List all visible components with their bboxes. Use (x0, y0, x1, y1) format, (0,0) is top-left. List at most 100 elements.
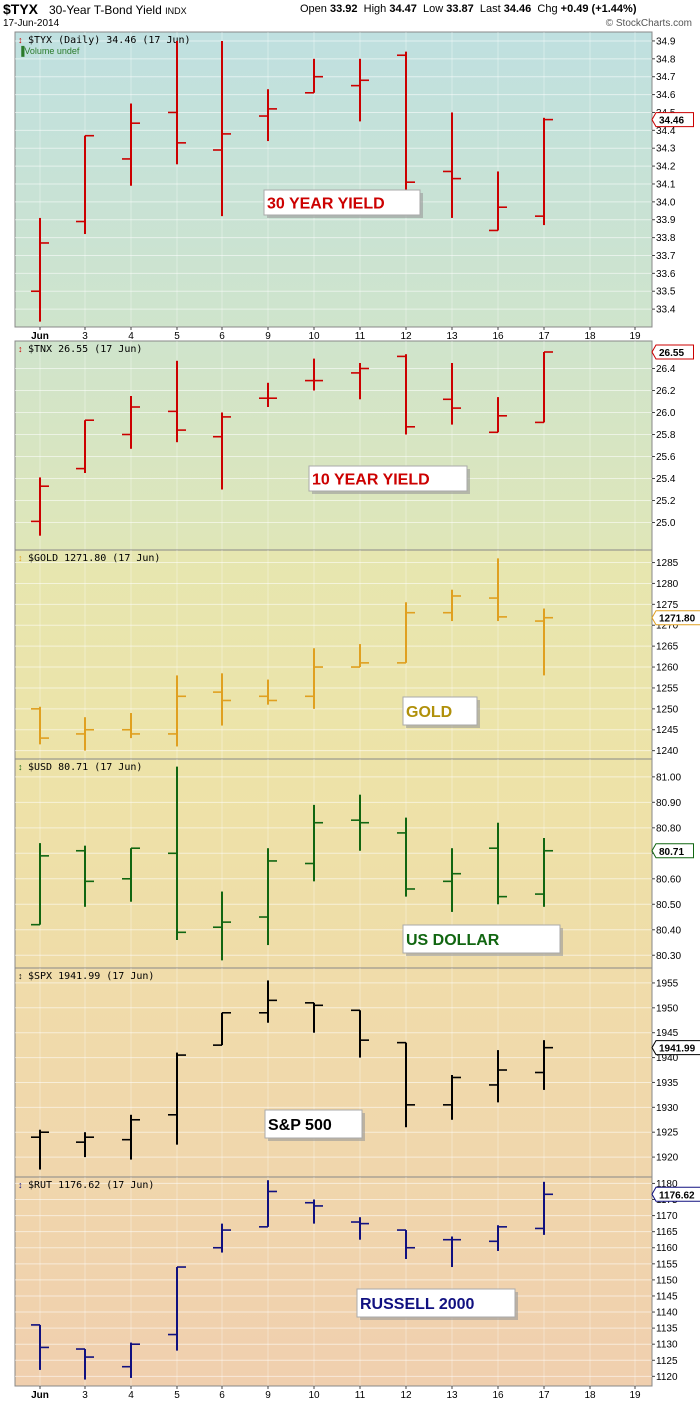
y-tick-label: 34.3 (656, 144, 676, 155)
ohlc-bar (351, 363, 369, 400)
ohlc-bar (351, 1009, 369, 1058)
ohlc-bar (305, 804, 323, 882)
x-tick-label: 6 (219, 1390, 225, 1401)
y-tick-label: 1125 (656, 1356, 678, 1367)
x-axis-top: Jun 3 4 5 6 9 10 11 12 13 16 17 18 19 (31, 327, 641, 342)
y-tick-label: 1945 (656, 1028, 679, 1039)
x-tick-label: 4 (128, 331, 134, 342)
ohlc-bar (76, 419, 94, 473)
ohlc-bar (535, 351, 553, 424)
panel-legend: $USD 80.71 (17 Jun) (28, 762, 142, 773)
ohlc-bar (213, 891, 231, 961)
y-tick-label: 33.7 (656, 251, 676, 262)
last-value-tag: 80.71 (651, 843, 694, 859)
y-tick-label: 1170 (656, 1211, 678, 1222)
annotation-box (264, 1109, 363, 1139)
ohlc-bar (31, 706, 49, 745)
annotation-label: GOLD (406, 704, 452, 721)
x-tick-label: 3 (82, 331, 88, 342)
symbol-title: $TYX (3, 1, 39, 17)
chg-value: +0.49 (+1.44%) (560, 3, 637, 15)
y-tick-label: 80.60 (656, 874, 681, 885)
last-value-tag: 34.46 (651, 112, 694, 128)
ohlc-bar (535, 608, 553, 676)
ohlc-bar (443, 363, 461, 425)
y-tick-label: 25.4 (656, 474, 676, 485)
ohlc-bar (305, 1002, 323, 1033)
y-tick-label: 25.0 (656, 518, 676, 529)
x-tick-label: 3 (82, 1390, 88, 1401)
panel-annotation: 10 YEAR YIELD (308, 465, 470, 494)
x-tick-label: Jun (31, 331, 49, 342)
ohlc-bar (535, 1181, 553, 1235)
last-value-tag: 1941.99 (651, 1040, 700, 1056)
x-tick-label: 6 (219, 331, 225, 342)
y-tick-label: 33.4 (656, 305, 676, 316)
ohlc-bar (31, 843, 49, 926)
ohlc-bar (397, 1041, 415, 1128)
panel-1: 33.4 33.5 33.6 33.7 33.8 33.9 34.0 34.1 34.2 34.3… (14, 31, 694, 328)
y-tick-label: 1250 (656, 704, 679, 715)
x-tick-label: 13 (446, 1390, 458, 1401)
x-tick-label: 4 (128, 1390, 134, 1401)
y-tick-label: 1940 (656, 1053, 679, 1064)
chart-date: 17-Jun-2014 (3, 18, 60, 29)
panel-annotation: RUSSELL 2000 (356, 1288, 518, 1320)
x-tick-label: 5 (174, 331, 180, 342)
annotation-box (308, 465, 468, 492)
y-tick-label: 80.50 (656, 900, 681, 911)
high-value: 34.47 (389, 3, 417, 15)
ohlc-bar (122, 103, 140, 186)
last-value-tag: 1176.62 (651, 1186, 700, 1202)
last-value-label: 1271.80 (659, 614, 696, 625)
ohlc-bar (122, 847, 140, 902)
x-tick-label: 10 (308, 331, 320, 342)
ohlc-bar (351, 644, 369, 668)
high-label: High (363, 3, 387, 15)
ohlc-bar (259, 980, 277, 1023)
panel-3: 1240 1245 1250 1255 1260 1265 1270 1275 1280 1285… (14, 549, 700, 760)
annotation-label: 30 YEAR YIELD (267, 196, 385, 213)
ohlc-bar (259, 89, 277, 142)
x-tick-label: 18 (584, 1390, 596, 1401)
ohlc-bar (489, 397, 507, 434)
last-value-label: 1176.62 (659, 1190, 695, 1201)
y-tick-label: 1930 (656, 1103, 679, 1114)
ohlc-bar (259, 382, 277, 407)
legend-bar-icon: ↕ (18, 553, 23, 563)
annotation-box (402, 696, 478, 726)
ohlc-bar (397, 354, 415, 435)
last-value-tag: 1271.80 (651, 610, 700, 626)
ohlc-bar (168, 1052, 186, 1145)
y-tick-label: 26.4 (656, 364, 676, 375)
ohlc-bar (122, 1114, 140, 1160)
y-tick-label: 26.0 (656, 408, 676, 419)
y-tick-label: 34.0 (656, 197, 676, 208)
ohlc-bar (443, 112, 461, 218)
y-tick-label: 1155 (656, 1259, 678, 1270)
x-tick-label: 18 (584, 331, 596, 342)
y-tick-label: 1285 (656, 558, 679, 569)
legend-bar-icon: ↕ (18, 35, 23, 45)
y-tick-label: 81.00 (656, 772, 681, 783)
panel-background (14, 340, 653, 551)
last-value-label: 1941.99 (659, 1044, 696, 1055)
ohlc-bar (168, 675, 186, 747)
y-tick-label: 1240 (656, 746, 679, 757)
y-tick-label: 80.40 (656, 925, 681, 936)
last-value-box (651, 112, 694, 128)
annotation-box (263, 189, 421, 216)
ohlc-bar (168, 360, 186, 443)
x-tick-label: 19 (629, 1390, 641, 1401)
y-tick-label: 1275 (656, 600, 679, 611)
ohlc-bar (443, 848, 461, 912)
panel-legend: $TYX (Daily) 34.46 (17 Jun) (28, 35, 191, 46)
last-value-box (651, 610, 700, 626)
ohlc-bar (168, 766, 186, 940)
ohlc-bar (122, 1342, 140, 1378)
y-tick-label: 33.9 (656, 215, 676, 226)
annotation-label: 10 YEAR YIELD (312, 472, 430, 489)
ohlc-bar (213, 1223, 231, 1253)
y-tick-label: 34.1 (656, 179, 676, 190)
